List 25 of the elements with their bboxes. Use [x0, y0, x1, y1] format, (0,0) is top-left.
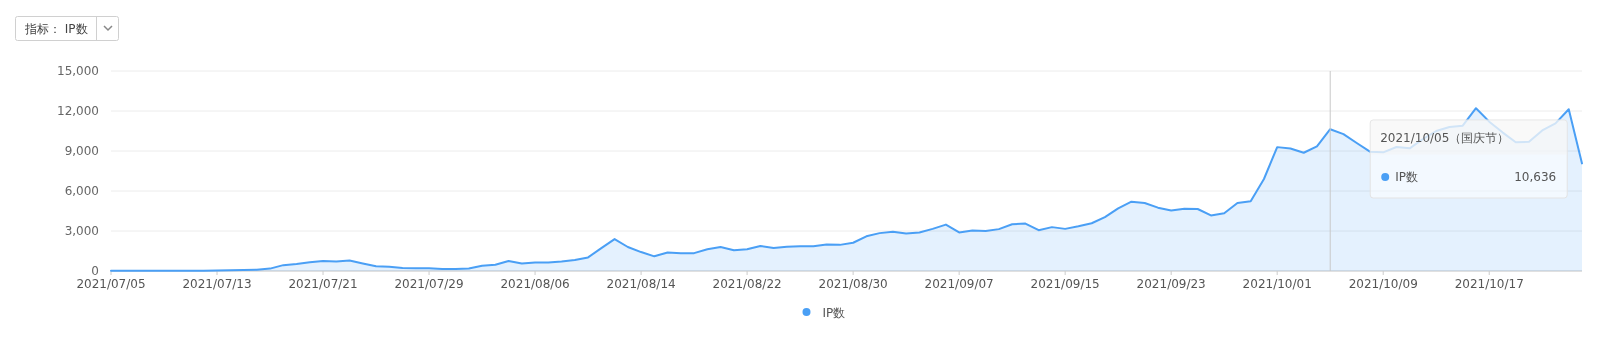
x-tick-label: 2021/10/17 — [1454, 277, 1524, 291]
x-tick-label: 2021/07/13 — [182, 277, 252, 291]
y-tick-label: 0 — [91, 264, 99, 278]
x-tick-label: 2021/10/09 — [1348, 277, 1418, 291]
x-tick-label: 2021/08/30 — [818, 277, 888, 291]
x-tick-label: 2021/07/21 — [288, 277, 358, 291]
x-tick-label: 2021/09/07 — [924, 277, 994, 291]
x-tick-label: 2021/09/15 — [1030, 277, 1100, 291]
text: 指标： IP数 — [24, 22, 88, 36]
x-tick-label: 2021/07/29 — [394, 277, 464, 291]
x-tick-label: 2021/08/06 — [500, 277, 570, 291]
annotation: 10,636 — [1514, 170, 1557, 184]
y-tick-label: 3,000 — [64, 224, 99, 238]
y-tick-label: 12,000 — [57, 104, 99, 118]
x-tick-label: 2021/09/23 — [1136, 277, 1206, 291]
x-tick-label: 2021/07/05 — [76, 277, 146, 291]
x-tick-label: 2021/08/22 — [712, 277, 782, 291]
legend: IP数 — [802, 306, 846, 320]
y-tick-label: 9,000 — [64, 144, 99, 158]
y-tick-label: 15,000 — [57, 64, 99, 78]
x-tick-label: 2021/08/14 — [606, 277, 676, 291]
legend-label: IP数 — [1395, 170, 1418, 184]
annotation: 2021/10/05（国庆节） — [1380, 131, 1510, 145]
x-tick-label: 2021/10/01 — [1242, 277, 1312, 291]
y-tick-label: 6,000 — [64, 184, 99, 198]
